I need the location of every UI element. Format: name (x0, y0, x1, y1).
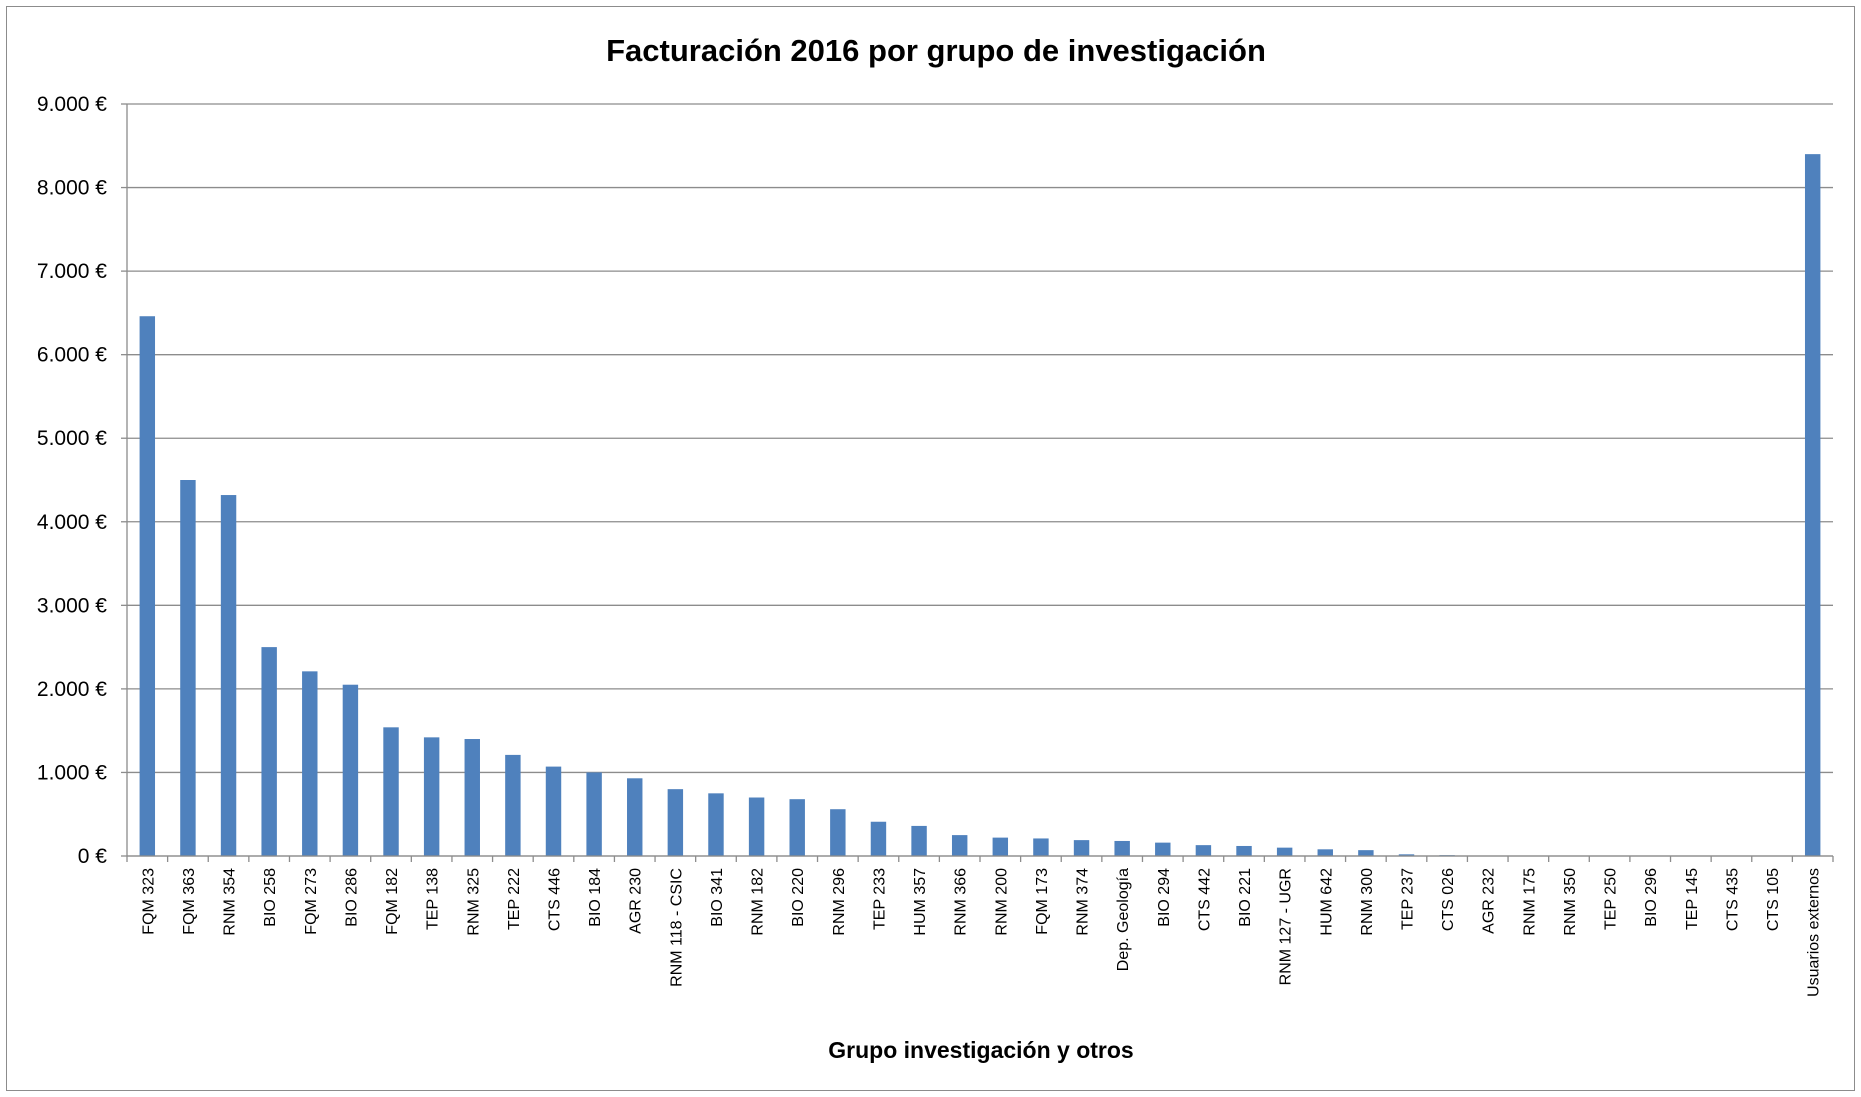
bar (830, 809, 846, 856)
y-tick-label: 9.000 € (37, 93, 107, 116)
x-tick-label: RNM 350 (1562, 868, 1579, 936)
x-tick-label: BIO 220 (790, 868, 807, 927)
bar (342, 684, 359, 856)
x-tick-label: BIO 286 (343, 868, 360, 927)
y-tick-label: 7.000 € (37, 260, 107, 283)
x-axis-tick-labels: FQM 323 FQM 363 RNM 354 BIO 258 FQM 273 BIO 2… (126, 856, 1834, 997)
x-tick-label: HUM 357 (912, 868, 929, 936)
x-tick-label: Dep. Geología (1115, 868, 1132, 971)
bar (789, 799, 805, 856)
x-tick-label: HUM 642 (1318, 868, 1335, 936)
bar (627, 778, 643, 856)
bar (1114, 840, 1130, 856)
bar (220, 495, 237, 856)
bar (1236, 845, 1252, 856)
x-tick-label: TEP 138 (425, 868, 442, 930)
x-tick-label: AGR 230 (628, 868, 645, 934)
x-tick-label: RNM 325 (465, 868, 482, 936)
bar (1195, 845, 1212, 856)
x-tick-label: FQM 323 (140, 868, 157, 935)
bar (1155, 842, 1171, 856)
x-tick-label: RNM 374 (1075, 868, 1092, 936)
x-tick-label: TEP 233 (871, 868, 888, 930)
y-tick-label: 6.000 € (37, 344, 107, 367)
x-tick-label: RNM 182 (750, 868, 767, 936)
y-tick-label: 1.000 € (37, 761, 107, 784)
chart-frame (6, 6, 1855, 1091)
bar (139, 316, 156, 857)
x-tick-label: RNM 366 (953, 868, 970, 936)
x-tick-label: TEP 145 (1684, 868, 1701, 930)
bar (302, 671, 318, 856)
y-tick-label: 2.000 € (37, 678, 107, 701)
bar (586, 772, 602, 856)
bar (951, 835, 968, 856)
x-tick-label: CTS 105 (1765, 868, 1782, 931)
bar (180, 480, 196, 856)
chart-title: Facturación 2016 por grupo de investigac… (606, 33, 1266, 68)
x-tick-label: AGR 232 (1481, 868, 1498, 934)
bar (1276, 847, 1293, 856)
x-tick-label: BIO 296 (1643, 868, 1660, 927)
x-tick-label: Usuarios externos (1806, 868, 1823, 997)
x-tick-label: RNM 175 (1521, 868, 1538, 936)
x-tick-label: RNM 200 (993, 868, 1010, 936)
x-tick-label: BIO 294 (1156, 868, 1173, 927)
bar (1073, 840, 1090, 856)
x-tick-label: BIO 258 (262, 868, 279, 927)
y-tick-label: 8.000 € (37, 177, 107, 200)
x-tick-label: BIO 184 (587, 868, 604, 927)
x-tick-label: FQM 182 (384, 868, 401, 935)
bar (870, 821, 887, 856)
x-tick-label: TEP 237 (1400, 868, 1417, 930)
x-tick-label: CTS 026 (1440, 868, 1457, 931)
bar (383, 727, 399, 856)
bar (667, 789, 684, 856)
bar (1804, 154, 1821, 857)
y-tick-label: 5.000 € (37, 427, 107, 450)
bar (1317, 849, 1333, 856)
x-tick-label: TEP 222 (506, 868, 523, 930)
x-tick-label: TEP 250 (1603, 868, 1620, 930)
gridlines (121, 103, 1833, 857)
y-axis-tick-labels: 0 € 1.000 € 2.000 € 3.000 € 4.000 € 5.000 € 6.… (37, 93, 107, 868)
x-tick-label: RNM 127 - UGR (1278, 868, 1295, 985)
bar (545, 766, 562, 856)
x-tick-label: RNM 300 (1359, 868, 1376, 936)
x-tick-label: RNM 296 (831, 868, 848, 936)
axes (126, 104, 1833, 857)
x-tick-label: CTS 446 (547, 868, 564, 931)
bar (1033, 838, 1049, 856)
x-tick-label: CTS 442 (1196, 868, 1213, 931)
bar (423, 737, 440, 856)
y-tick-label: 0 € (78, 845, 108, 868)
bar (708, 793, 724, 856)
bars (139, 154, 1821, 857)
x-tick-label: FQM 363 (181, 868, 198, 935)
bar (261, 647, 277, 856)
bar (1358, 850, 1374, 856)
y-tick-label: 3.000 € (37, 594, 107, 617)
x-axis-title: Grupo investigación y otros (828, 1037, 1133, 1063)
x-tick-label: CTS 435 (1724, 868, 1741, 931)
x-tick-label: BIO 341 (709, 868, 726, 927)
x-tick-label: FQM 273 (303, 868, 320, 935)
x-tick-label: FQM 173 (1034, 868, 1051, 935)
bar (1398, 854, 1415, 856)
y-tick-label: 4.000 € (37, 511, 107, 534)
bar (911, 825, 927, 856)
bar (505, 754, 521, 856)
bar (992, 837, 1009, 856)
x-tick-label: RNM 118 - CSIC (668, 868, 685, 987)
x-tick-label: RNM 354 (222, 868, 239, 936)
x-tick-label: BIO 221 (1237, 868, 1254, 927)
bar (748, 797, 765, 856)
bar (464, 739, 480, 856)
